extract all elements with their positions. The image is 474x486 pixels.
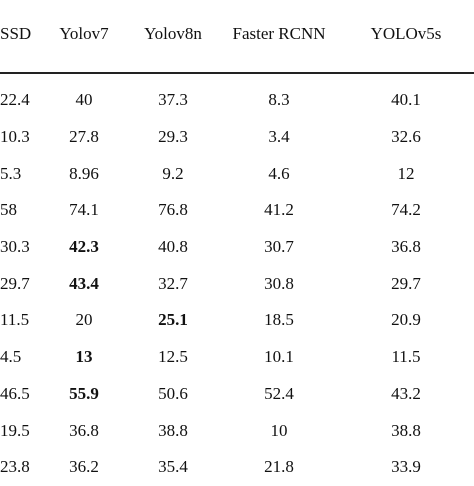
table-cell-yolov8n: 50.6	[158, 383, 188, 403]
table-cell-faster-rcnn: 4.6	[268, 163, 290, 183]
table-cell-yolov5s: 40.1	[391, 90, 421, 110]
table-cell-yolov8n: 40.8	[158, 237, 188, 257]
table-cell-yolov5s: 33.9	[391, 457, 421, 477]
table-cell-ssd: 11.5	[0, 310, 30, 330]
table-row: 23.8 36.2 35.4 21.8 33.9	[0, 449, 474, 486]
column-header-faster-rcnn: Faster RCNN	[232, 24, 326, 43]
table-cell-yolov5s: 43.2	[391, 383, 421, 403]
table-cell-yolov7: 55.9	[69, 383, 99, 403]
column-header-ssd: SSD	[0, 24, 32, 43]
table-cell-faster-rcnn: 10	[270, 420, 288, 440]
table-cell-faster-rcnn: 52.4	[264, 383, 294, 403]
table-row: 46.5 55.9 50.6 52.4 43.2	[0, 376, 474, 413]
table-row: 30.3 42.3 40.8 30.7 36.8	[0, 229, 474, 266]
table-cell-faster-rcnn: 30.7	[264, 237, 294, 257]
table-row: 4.5 13 12.5 10.1 11.5	[0, 339, 474, 376]
table-row: 10.3 27.8 29.3 3.4 32.6	[0, 119, 474, 156]
table-cell-ssd: 23.8	[0, 457, 30, 477]
table-body: 22.4 40 37.3 8.3 40.1 10.3 27.8 29.3 3.4 32.6 5.3 8…	[0, 73, 474, 486]
column-header-yolov7: Yolov7	[59, 24, 109, 43]
table-cell-yolov7: 40	[75, 90, 93, 110]
table-row: 11.5 20 25.1 18.5 20.9	[0, 302, 474, 339]
table-cell-yolov8n: 25.1	[158, 310, 188, 330]
table-cell-yolov5s: 32.6	[391, 127, 421, 147]
table-cell-ssd: 30.3	[0, 237, 30, 257]
table-cell-ssd: 10.3	[0, 127, 30, 147]
table-cell-yolov8n: 37.3	[158, 90, 188, 110]
table-row: 58 74.1 76.8 41.2 74.2	[0, 192, 474, 229]
table-cell-yolov7: 36.2	[69, 457, 99, 477]
table-cell-yolov7: 20	[75, 310, 93, 330]
table-cell-faster-rcnn: 3.4	[268, 127, 290, 147]
table-row: 29.7 43.4 32.7 30.8 29.7	[0, 265, 474, 302]
header-row: SSD Yolov7 Yolov8n Faster RCNN YOLOv5s	[0, 0, 474, 73]
table-row: 19.5 36.8 38.8 10 38.8	[0, 412, 474, 449]
table-cell-yolov7: 43.4	[69, 273, 99, 293]
table-cell-yolov5s: 38.8	[391, 420, 421, 440]
table-cell-yolov5s: 36.8	[391, 237, 421, 257]
table-cell-yolov8n: 9.2	[162, 163, 184, 183]
table-row: 22.4 40 37.3 8.3 40.1	[0, 73, 474, 119]
column-header-yolov5s: YOLOv5s	[370, 24, 442, 43]
table-cell-yolov7: 13	[75, 347, 93, 367]
table-cell-yolov8n: 35.4	[158, 457, 188, 477]
table-cell-yolov7: 8.96	[69, 163, 99, 183]
table-cell-yolov7: 27.8	[69, 127, 99, 147]
table-cell-yolov7: 74.1	[69, 200, 99, 220]
table-cell-yolov5s: 74.2	[391, 200, 421, 220]
table-cell-yolov8n: 29.3	[158, 127, 188, 147]
table-cell-yolov5s: 29.7	[391, 273, 421, 293]
table-row: 5.3 8.96 9.2 4.6 12	[0, 155, 474, 192]
table-cell-yolov5s: 11.5	[391, 347, 421, 367]
table-cell-yolov7: 42.3	[69, 237, 99, 257]
table-cell-yolov8n: 38.8	[158, 420, 188, 440]
table-cell-yolov8n: 76.8	[158, 200, 188, 220]
table-cell-ssd: 5.3	[0, 163, 22, 183]
table-cell-yolov8n: 12.5	[158, 347, 188, 367]
table-cell-faster-rcnn: 10.1	[264, 347, 294, 367]
table-cell-faster-rcnn: 18.5	[264, 310, 294, 330]
column-header-yolov8n: Yolov8n	[144, 24, 202, 43]
table-cell-ssd: 58	[0, 200, 17, 220]
table-cell-faster-rcnn: 41.2	[264, 200, 294, 220]
table-cell-ssd: 46.5	[0, 383, 30, 403]
table-cell-yolov5s: 12	[397, 163, 415, 183]
table-header: SSD Yolov7 Yolov8n Faster RCNN YOLOv5s	[0, 0, 474, 73]
table-cell-yolov7: 36.8	[69, 420, 99, 440]
table-cell-ssd: 19.5	[0, 420, 30, 440]
table-cell-ssd: 22.4	[0, 90, 30, 110]
table-cell-faster-rcnn: 8.3	[268, 90, 290, 110]
table-cell-faster-rcnn: 30.8	[264, 273, 294, 293]
table-cell-faster-rcnn: 21.8	[264, 457, 294, 477]
table-cell-ssd: 29.7	[0, 273, 30, 293]
table-cell-ssd: 4.5	[0, 347, 22, 367]
table-cell-yolov5s: 20.9	[391, 310, 421, 330]
table-cell-yolov8n: 32.7	[158, 273, 188, 293]
